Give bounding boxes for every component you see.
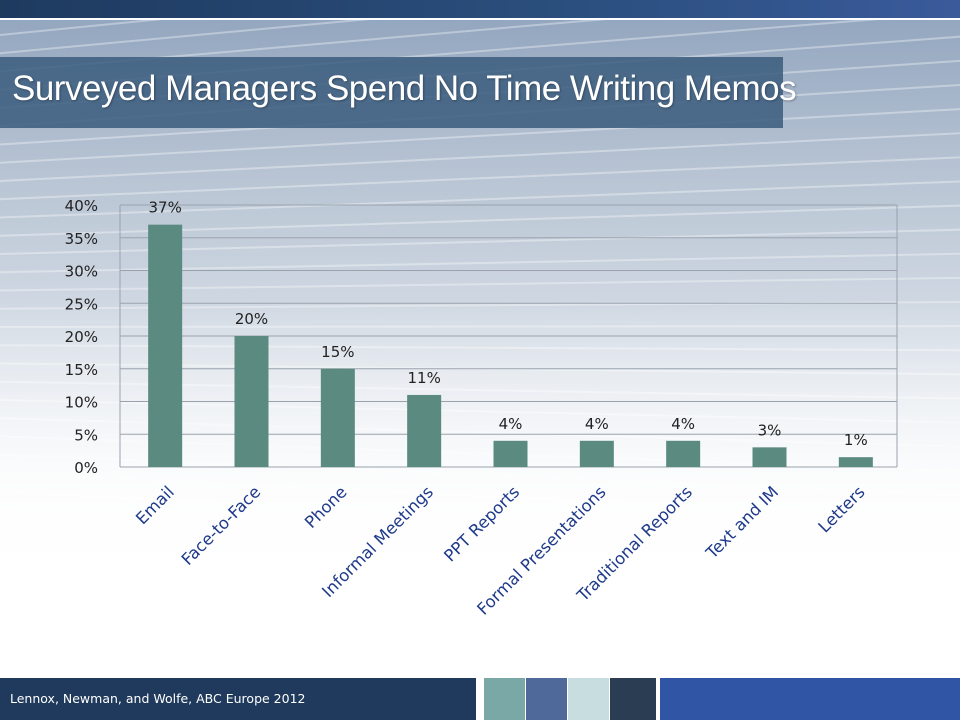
x-tick-label: Phone <box>301 482 351 532</box>
data-label: 4% <box>499 415 523 433</box>
footer-square <box>568 678 609 720</box>
y-axis-ticks: 0% 5% 10% 15% 20% 25% 30% 35% 40% <box>65 197 98 477</box>
bar <box>234 336 269 467</box>
footer-square <box>526 678 567 720</box>
y-tick-label: 10% <box>65 394 98 412</box>
top-bar-line <box>0 18 960 20</box>
x-tick-label: Face-to-Face <box>178 482 265 569</box>
y-tick-label: 0% <box>74 459 98 477</box>
x-tick-label: Text and IM <box>702 482 783 563</box>
data-label: 4% <box>585 415 609 433</box>
bar <box>579 440 614 467</box>
data-labels: 37% 20% 15% 11% 4% 4% 4% 3% 1% <box>148 199 867 450</box>
footer-bar: Lennox, Newman, and Wolfe, ABC Europe 20… <box>0 678 476 720</box>
x-tick-label: PPT Reports <box>440 482 523 565</box>
chart-bars <box>148 224 873 467</box>
bar <box>752 447 787 467</box>
top-bar <box>0 0 960 20</box>
bar <box>407 394 442 467</box>
title-bar: Surveyed Managers Spend No Time Writing … <box>0 57 797 128</box>
data-label: 37% <box>148 199 181 217</box>
y-tick-label: 30% <box>65 263 98 281</box>
footer-square <box>610 678 656 720</box>
bar <box>838 457 873 467</box>
data-label: 15% <box>321 343 354 361</box>
footer-accent <box>660 678 960 720</box>
bar-chart: 0% 5% 10% 15% 20% 25% 30% 35% 40% 37% 20% 15% 11% 4%… <box>65 197 898 619</box>
data-label: 1% <box>844 431 868 449</box>
slide-title: Surveyed Managers Spend No Time Writing … <box>12 69 797 108</box>
y-tick-label: 15% <box>65 361 98 379</box>
bar <box>666 440 701 467</box>
y-tick-label: 35% <box>65 230 98 248</box>
footer-square <box>484 678 525 720</box>
y-tick-label: 40% <box>65 197 98 215</box>
y-tick-label: 20% <box>65 328 98 346</box>
data-label: 20% <box>235 310 268 328</box>
bar <box>148 224 183 467</box>
data-label: 4% <box>671 415 695 433</box>
footer: Lennox, Newman, and Wolfe, ABC Europe 20… <box>0 678 960 720</box>
bar <box>320 368 355 467</box>
data-label: 11% <box>407 369 440 387</box>
bar <box>493 440 528 467</box>
y-tick-label: 5% <box>74 426 98 444</box>
x-tick-label: Email <box>132 482 178 528</box>
footer-citation: Lennox, Newman, and Wolfe, ABC Europe 20… <box>10 691 306 706</box>
x-tick-label: Letters <box>815 482 869 536</box>
y-tick-label: 25% <box>65 295 98 313</box>
data-label: 3% <box>758 421 782 439</box>
